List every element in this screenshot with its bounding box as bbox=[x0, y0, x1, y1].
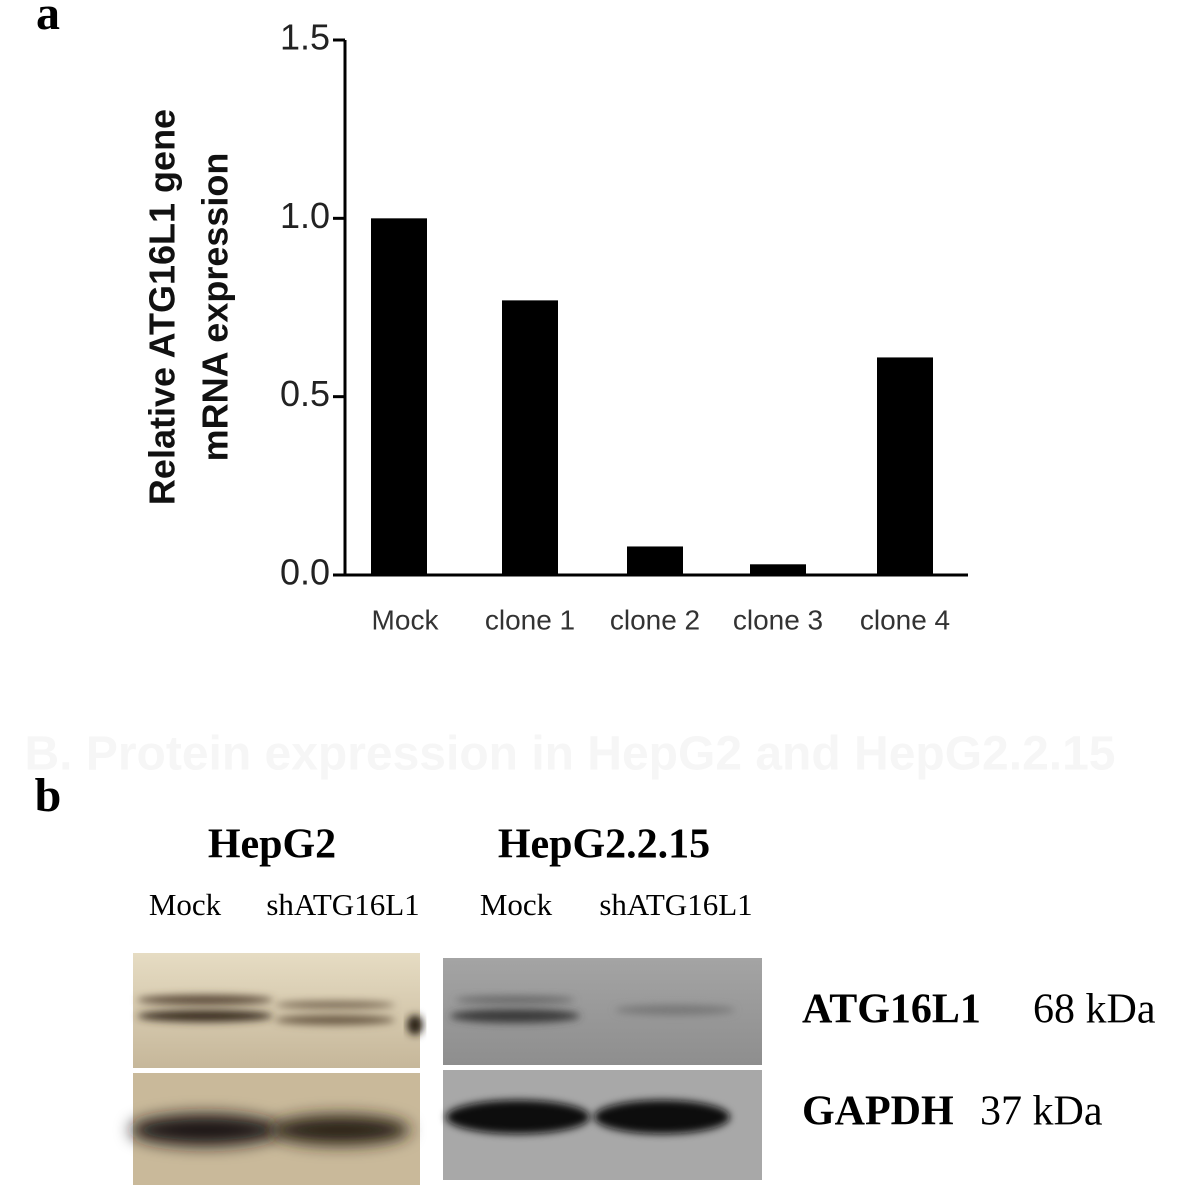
x-tick-label: clone 2 bbox=[610, 604, 700, 635]
x-tick-label: clone 1 bbox=[485, 604, 575, 635]
band bbox=[446, 1100, 590, 1134]
y-tick-label: 1.5 bbox=[280, 17, 330, 58]
protein-label: ATG16L1 bbox=[802, 987, 981, 1033]
y-tick-label: 0.5 bbox=[280, 373, 330, 414]
x-tick-label: clone 3 bbox=[733, 604, 823, 635]
lane-label: Mock bbox=[149, 887, 222, 922]
band bbox=[137, 995, 273, 1005]
y-axis-label-line: mRNA expression bbox=[195, 153, 236, 462]
panel-label: a bbox=[36, 0, 60, 40]
lane-label: shATG16L1 bbox=[266, 887, 419, 922]
band bbox=[407, 1015, 423, 1035]
band bbox=[594, 1100, 730, 1134]
bar bbox=[877, 357, 933, 575]
blot-panel bbox=[133, 953, 420, 1068]
protein-label: GAPDH bbox=[802, 1089, 954, 1135]
bar bbox=[371, 218, 427, 576]
bar bbox=[627, 546, 683, 575]
lane-label: shATG16L1 bbox=[599, 887, 752, 922]
cell-line-label: HepG2 bbox=[208, 822, 336, 868]
x-tick-label: Mock bbox=[372, 604, 440, 635]
band bbox=[137, 1010, 273, 1022]
faint-heading: B. Protein expression in HepG2 and HepG2… bbox=[25, 728, 1116, 781]
bar bbox=[502, 300, 558, 575]
blot-images bbox=[130, 953, 762, 1185]
protein-size: 68 kDa bbox=[1033, 987, 1156, 1033]
protein-size: 37 kDa bbox=[980, 1089, 1103, 1135]
lane-label: Mock bbox=[480, 887, 553, 922]
cell-line-label: HepG2.2.15 bbox=[498, 822, 710, 868]
band bbox=[275, 1015, 395, 1025]
y-tick-label: 1.0 bbox=[280, 195, 330, 236]
y-axis-label: Relative ATG16L1 gene mRNA expression bbox=[142, 109, 236, 505]
panel-label: b bbox=[35, 769, 62, 822]
y-axis-label-line: Relative ATG16L1 gene bbox=[142, 109, 183, 505]
band bbox=[270, 1115, 410, 1145]
band bbox=[450, 1009, 580, 1023]
band bbox=[130, 1114, 280, 1146]
band bbox=[615, 1005, 735, 1015]
x-tick-label: clone 4 bbox=[860, 604, 950, 635]
band bbox=[275, 1001, 395, 1009]
band bbox=[455, 996, 575, 1004]
y-tick-label: 0.0 bbox=[280, 552, 330, 593]
bar bbox=[750, 564, 806, 575]
